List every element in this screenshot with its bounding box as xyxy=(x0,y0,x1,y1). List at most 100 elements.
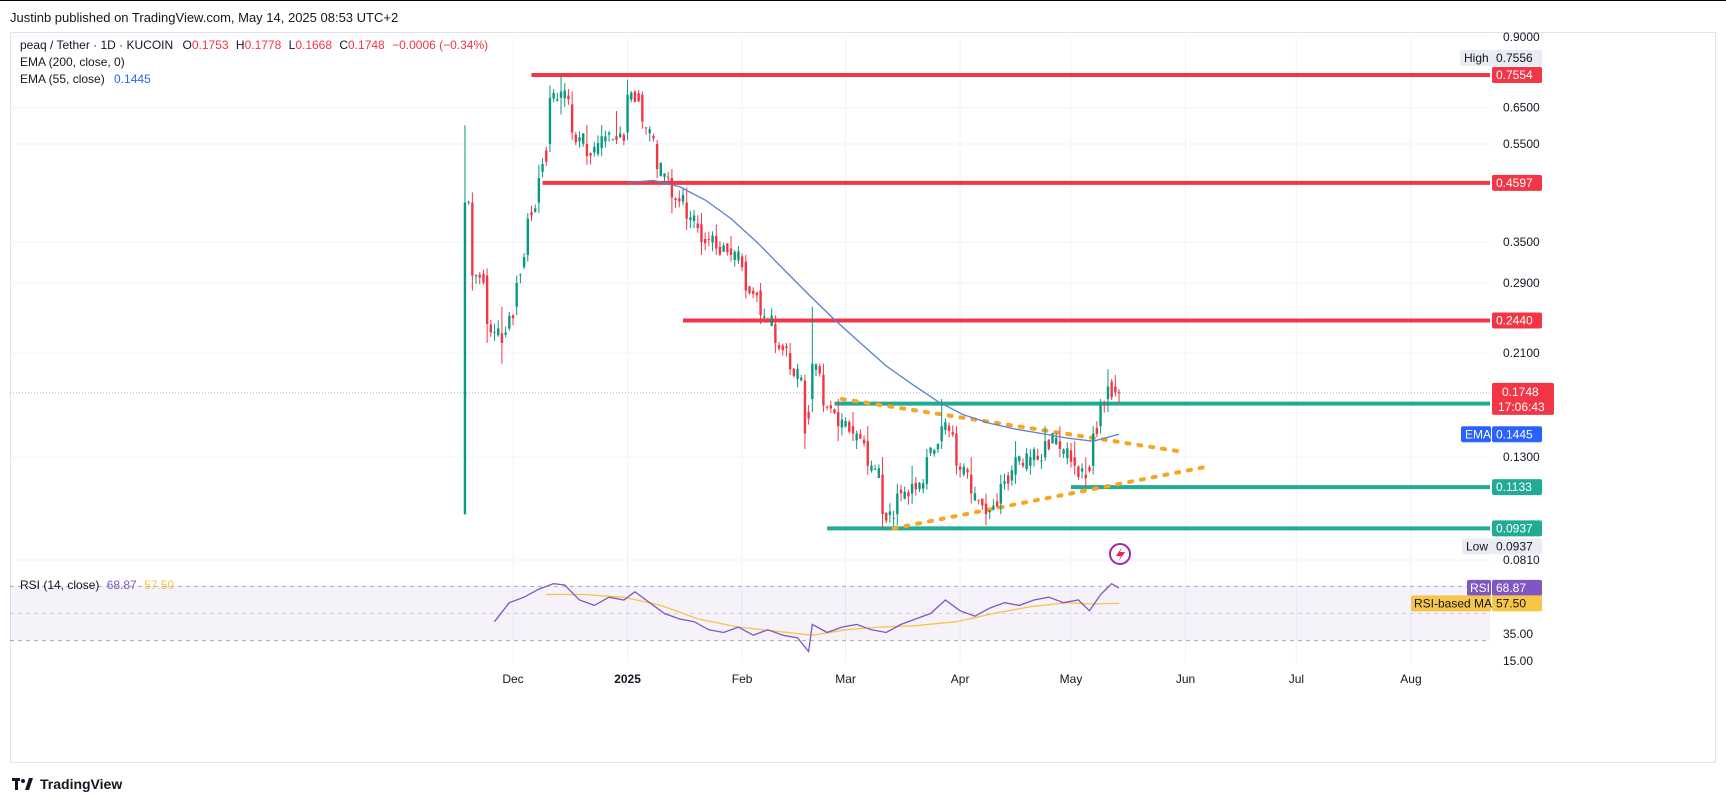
candle-body xyxy=(770,315,773,326)
symbol-name[interactable]: peaq / Tether · 1D · KUCOIN xyxy=(20,38,174,52)
candle-body xyxy=(474,275,478,277)
candle-body xyxy=(729,248,733,255)
ema200-legend[interactable]: EMA (200, close, 0) xyxy=(20,55,125,69)
candle-body xyxy=(1014,457,1017,475)
triangle-upper-line xyxy=(839,396,1188,455)
time-tick-label: Mar xyxy=(835,672,856,686)
ema-55-line xyxy=(627,179,1120,442)
time-tick-label: Feb xyxy=(732,672,753,686)
rsi-ma-label-badge: RSI-based MA xyxy=(1414,596,1492,610)
candle-body xyxy=(840,419,844,428)
candle-body xyxy=(1018,456,1021,462)
candle-body xyxy=(777,345,781,349)
low-label-badge-bg xyxy=(1462,538,1492,555)
candle-body xyxy=(1043,441,1047,458)
flash-icon[interactable] xyxy=(1109,543,1131,565)
level-badge-label: 0.1133 xyxy=(1496,480,1532,494)
low-value: 0.1668 xyxy=(295,38,333,52)
candle-body xyxy=(485,275,489,325)
candle-body xyxy=(1003,481,1006,484)
candle-body xyxy=(681,194,685,202)
candle-body xyxy=(910,483,914,494)
low-label-badge-text: Low xyxy=(1466,539,1488,553)
published-header: Justinb published on TradingView.com, Ma… xyxy=(10,10,399,25)
candle-body xyxy=(944,422,947,431)
candle-body xyxy=(696,223,699,228)
candle-body xyxy=(1006,475,1010,484)
candle-body xyxy=(1062,449,1065,454)
price-tick-label: 0.2900 xyxy=(1503,276,1540,290)
candle-body xyxy=(1077,466,1080,477)
rsi-label-badge-bg xyxy=(1467,579,1491,596)
flash-icon-bolt xyxy=(1116,547,1125,562)
low-value-badge-bg xyxy=(1492,538,1542,555)
time-tick-label: Apr xyxy=(951,672,970,686)
candle-body xyxy=(1091,433,1095,466)
top-border xyxy=(0,0,1726,1)
candle-body xyxy=(921,483,925,489)
rsi-value-badge-bg xyxy=(1492,579,1542,596)
candle-body xyxy=(622,135,626,141)
candle-body xyxy=(519,274,522,276)
price-tick-label: 0.1300 xyxy=(1503,450,1540,464)
candle-body xyxy=(467,201,470,203)
candle-body xyxy=(947,425,951,432)
candle-body xyxy=(1099,405,1102,427)
candle-body xyxy=(958,466,962,470)
rsi-legend[interactable]: RSI (14, close) 68.87 57.50 xyxy=(20,578,174,592)
candle-body xyxy=(700,224,703,243)
price-tick-label: 0.6500 xyxy=(1503,101,1540,115)
candle-body xyxy=(774,324,777,343)
ema55-legend[interactable]: EMA (55, close) 0.1445 xyxy=(20,72,151,86)
candle-body xyxy=(574,134,578,143)
level-badge-label: 0.2440 xyxy=(1496,313,1533,327)
ema55-label: EMA (55, close) xyxy=(20,72,105,86)
candle-body xyxy=(644,127,648,129)
candle-body xyxy=(748,286,751,294)
rsi-pane: 35.00 15.00 RSI 68.87 RSI-based MA 57.50 xyxy=(10,579,1542,668)
candle-body xyxy=(563,90,566,99)
candle-body xyxy=(766,320,770,323)
candle-body xyxy=(718,246,722,255)
candle-body xyxy=(556,99,559,101)
candle-body xyxy=(615,136,618,141)
candle-body xyxy=(722,245,725,252)
candle-body xyxy=(607,132,611,135)
ema55-value: 0.1445 xyxy=(114,72,151,86)
rsi-value-badge: 68.87 xyxy=(1496,581,1526,595)
candle-body xyxy=(1088,466,1091,471)
candle-body xyxy=(497,328,500,336)
candle-body xyxy=(885,512,888,521)
chart-frame[interactable] xyxy=(10,32,1716,763)
rsi-value: 68.87 xyxy=(106,578,137,592)
candle-body xyxy=(796,368,799,379)
candle-body xyxy=(740,256,744,268)
high-label: H xyxy=(235,38,245,52)
candle-body xyxy=(1103,403,1106,405)
ema-value-badge-text: 0.1445 xyxy=(1496,427,1533,441)
tradingview-logo-icon xyxy=(12,778,33,790)
candle-body xyxy=(726,243,729,253)
footer-brand[interactable]: TradingView xyxy=(12,776,122,792)
candle-body xyxy=(604,136,607,142)
candle-body xyxy=(585,143,589,157)
candle-body xyxy=(1058,441,1062,450)
candle-body xyxy=(1066,448,1069,459)
candle-body xyxy=(641,94,644,122)
last-price-badge xyxy=(1492,382,1554,415)
low-label: L xyxy=(288,38,296,52)
open-label: O xyxy=(182,38,192,52)
candle-body xyxy=(811,363,814,399)
candle-body xyxy=(955,433,958,466)
high-label-badge-bg xyxy=(1460,49,1492,66)
candle-body xyxy=(611,139,614,141)
candle-body xyxy=(925,457,929,484)
candle-body xyxy=(667,176,670,178)
candle-body xyxy=(870,465,873,471)
rsi-label-badge: RSI xyxy=(1470,581,1490,595)
time-axis: Dec 2025 Feb Mar Apr May Jun Jul Aug xyxy=(502,672,1421,686)
level-badge xyxy=(1492,479,1542,496)
